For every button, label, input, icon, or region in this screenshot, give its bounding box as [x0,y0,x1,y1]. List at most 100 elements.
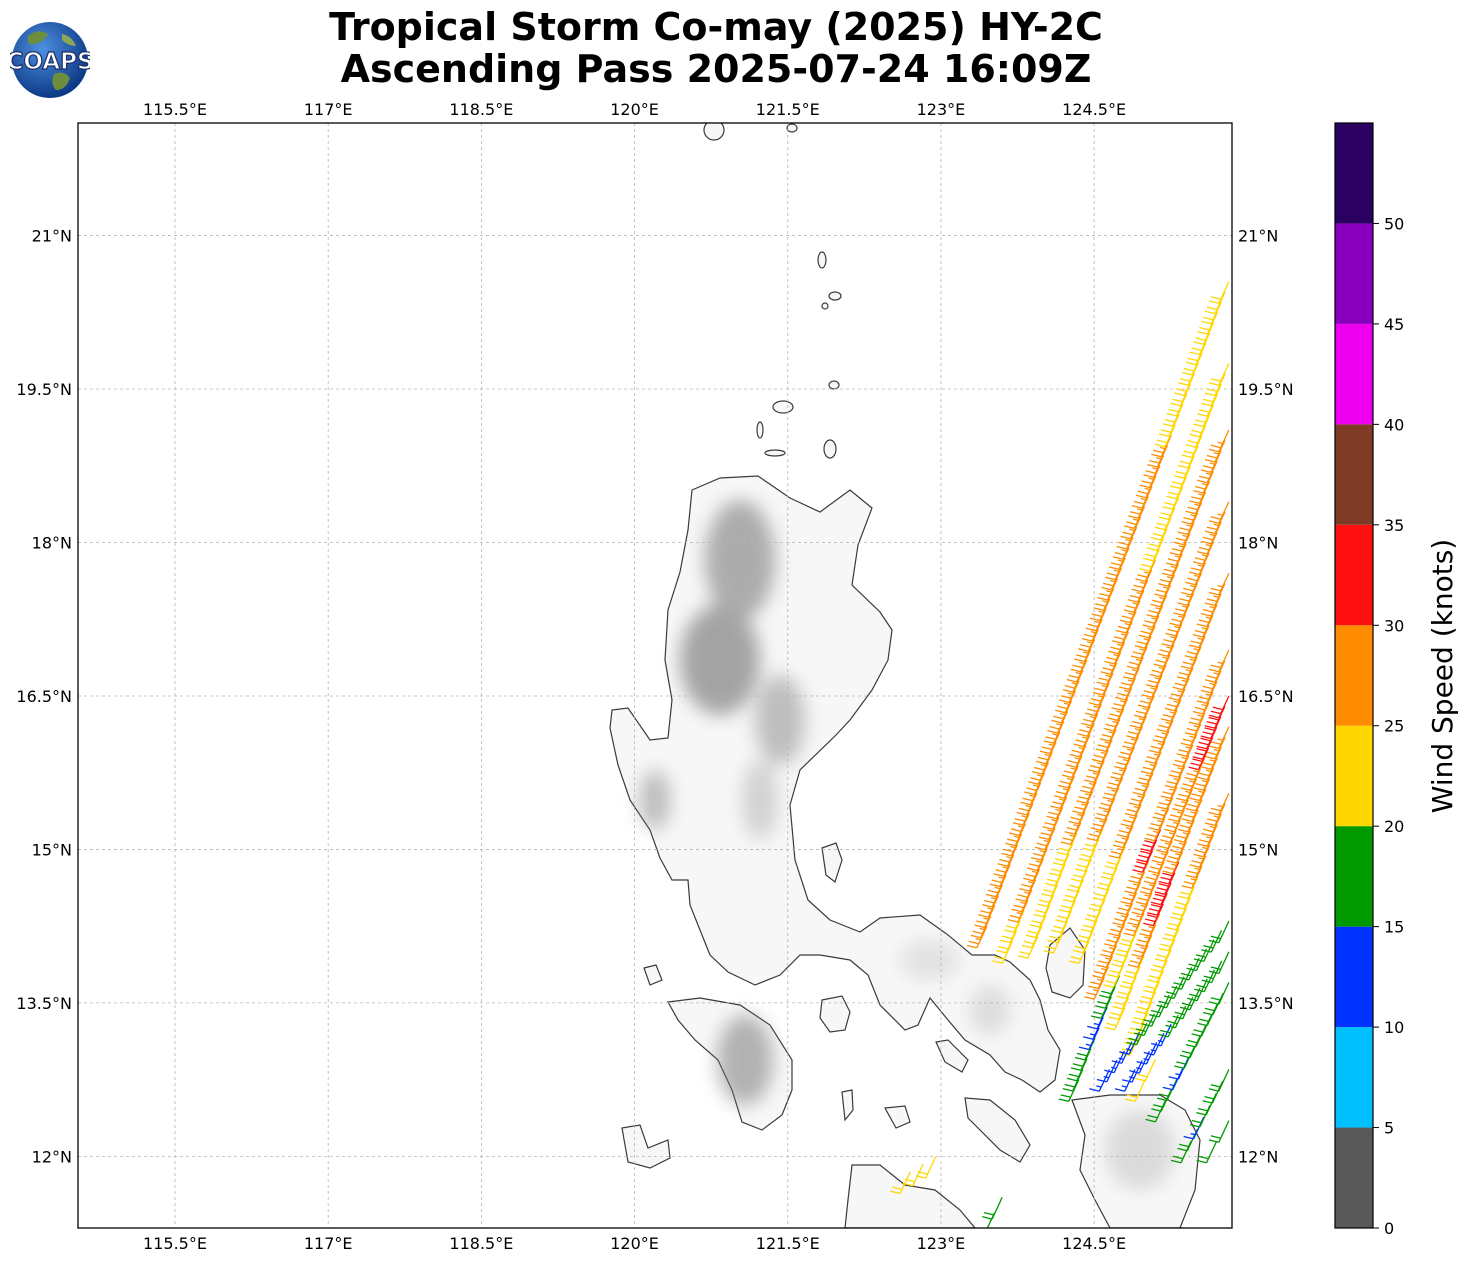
wind-barb-373 [1096,1059,1118,1083]
wind-barb-3 [978,895,999,918]
wind-barb-290 [1135,924,1157,948]
wind-barb-121 [1017,936,1039,959]
wind-barb-276 [1188,702,1210,726]
wind-barb-7 [993,854,1015,877]
lat-label-left-5: 13.5°N [16,994,72,1013]
wind-barb-231 [1136,762,1158,786]
wind-barb-226 [1116,814,1138,838]
wind-barb-148 [1122,657,1144,680]
colorbar-segment-10 [1335,123,1373,224]
wind-barb-295 [1154,872,1176,895]
wind-barb-164 [1185,491,1207,515]
wind-barb-49 [1154,424,1176,448]
wind-barb-332 [1204,803,1226,827]
wind-barb-178 [1070,859,1092,883]
lon-label-bottom-0: 115.5°E [143,1234,207,1253]
wind-barb-134 [1068,801,1090,825]
wind-barb-228 [1124,793,1146,817]
wind-barb-329 [1193,834,1215,858]
colorbar-segment-0 [1335,1127,1373,1228]
wind-barb-127 [1041,874,1062,897]
wind-barb-79 [1050,786,1071,810]
wind-barb-104 [1146,528,1168,552]
wind-barb-76 [1038,817,1060,841]
logo-text: COAPS [10,49,90,75]
wind-barb-96 [1115,610,1137,634]
wind-barb-404 [1151,1089,1172,1112]
wind-barb-166 [1193,471,1214,494]
wind-barb-217 [1080,909,1102,933]
wind-barb-177 [1066,869,1088,893]
wind-barb-118 [1201,383,1222,407]
wind-barb-347 [1111,944,1133,968]
wind-barb-146 [1115,677,1136,701]
wind-barb-425 [1135,1058,1156,1082]
wind-barb-298 [1166,841,1188,864]
wind-barb-193 [1129,705,1151,729]
wind-barb-313 [1131,1001,1153,1025]
wind-barb-203 [1169,603,1191,627]
wind-barb-419 [1196,1093,1217,1116]
axis-ticks: 115.5°E 115.5°E 117°E 117°E 118.5°E 118.5°E 12… [16,100,1293,1253]
wind-barb-214 [1068,941,1090,964]
wind-barb-255 [1104,924,1125,947]
wind-barb-123 [1025,915,1047,939]
wind-barb-253 [1096,945,1117,969]
wind-barb-11 [1008,813,1030,837]
wind-barb-430 [976,1212,996,1228]
wind-barb-21 [1047,711,1069,734]
wind-barb-80 [1054,776,1075,799]
wind-barb-179 [1074,849,1096,872]
wind-barb-36 [1105,557,1126,581]
wind-barb-267 [1152,797,1174,821]
wind-barb-56 [1181,352,1203,376]
wind-barb-101 [1135,559,1157,582]
wind-barb-311 [1123,1022,1145,1046]
wind-barb-151 [1134,626,1156,649]
wind-barb-401 [1201,960,1223,984]
wind-barb-289 [1131,934,1153,958]
wind-barb-250 [1084,977,1105,1000]
wind-barb-93 [1104,641,1126,665]
wind-barb-64 [992,941,1013,964]
wind-barb-124 [1029,905,1051,928]
wind-barb-330 [1197,824,1218,847]
wind-barb-9 [1001,833,1023,857]
wind-barb-262 [1132,850,1154,873]
wind-barb-352 [1131,892,1153,916]
wind-barb-150 [1130,636,1152,660]
wind-barb-218 [1084,899,1106,922]
wind-barb-68 [1007,899,1029,923]
wind-barb-324 [1173,886,1195,910]
wind-barb-405 [1156,1078,1178,1102]
wind-barb-22 [1051,700,1072,724]
wind-barb-183 [1090,808,1112,831]
wind-barb-213 [1208,501,1230,524]
wind-barb-325 [1177,876,1199,900]
wind-barb-98 [1123,590,1145,613]
wind-barb-357 [1151,840,1173,864]
wind-barb-299 [1170,830,1191,854]
wind-barb-378 [1134,1013,1155,1037]
wind-barb-263 [1136,839,1158,863]
wind-barb-159 [1165,543,1187,567]
wind-barb-349 [1119,923,1141,947]
wind-barb-265 [1144,818,1166,842]
wind-barb-317 [1146,960,1168,983]
wind-barb-359 [1160,820,1181,843]
wind-barb-361 [1168,799,1189,823]
calayan-island [764,449,786,457]
wind-barb-420 [1202,1081,1224,1104]
wind-barb-431 [982,1197,1003,1220]
wind-barb-174 [1055,900,1076,923]
visayas-land [844,1164,976,1228]
wind-barb-170 [1208,429,1230,453]
wind-barb-54 [1174,373,1195,397]
wind-barb-310 [1119,1033,1141,1057]
wind-barb-205 [1177,583,1198,606]
wind-barb-321 [1162,918,1184,942]
wind-barb-266 [1148,808,1170,831]
wind-barb-111 [1173,456,1195,479]
wind-barb-232 [1140,751,1162,775]
wind-barb-258 [1116,892,1138,916]
